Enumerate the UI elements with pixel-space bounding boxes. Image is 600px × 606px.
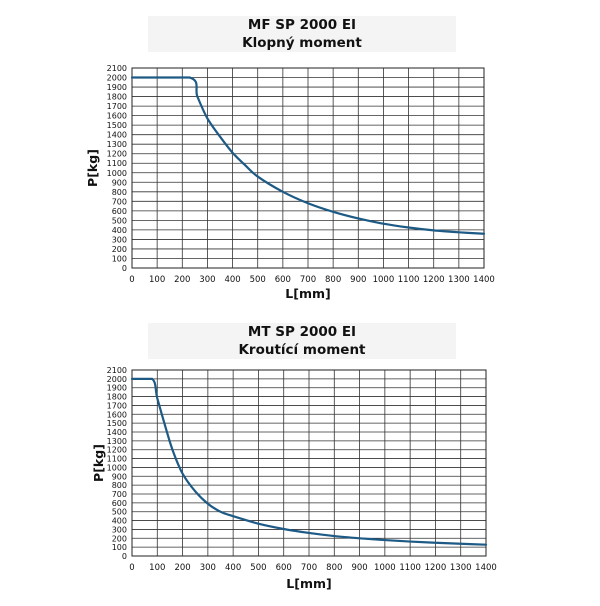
y-tick-label: 300 — [112, 525, 127, 534]
y-tick-label: 600 — [112, 207, 127, 216]
y-tick-label: 1200 — [107, 150, 127, 159]
y-tick-label: 1800 — [107, 393, 127, 402]
y-tick-label: 0 — [122, 552, 127, 561]
y-tick-label: 400 — [112, 226, 127, 235]
series-line — [130, 76, 486, 235]
y-tick-label: 100 — [112, 543, 127, 552]
x-tick-label: 700 — [301, 563, 317, 573]
x-tick-label: 1000 — [373, 275, 395, 285]
chart-2-title: MT SP 2000 EI — [247, 324, 357, 340]
x-tick-label: 1100 — [399, 563, 421, 573]
y-tick-label: 1000 — [107, 169, 127, 178]
y-tick-label: 1700 — [107, 102, 127, 111]
x-tick-label: 1400 — [473, 275, 495, 285]
y-tick-label: 300 — [112, 235, 127, 244]
y-tick-label: 1600 — [107, 112, 127, 121]
y-tick-label: 900 — [112, 472, 127, 481]
y-axis-label: P[kg] — [85, 149, 100, 187]
y-tick-label: 2100 — [107, 366, 127, 375]
y-tick-label: 700 — [112, 490, 127, 499]
x-tick-label: 800 — [326, 563, 342, 573]
x-tick-label: 1300 — [450, 563, 472, 573]
x-tick-label: 500 — [250, 275, 266, 285]
x-tick-label: 600 — [276, 563, 292, 573]
y-tick-label: 1300 — [107, 437, 127, 446]
y-tick-label: 2100 — [107, 64, 127, 73]
x-axis-label: L[mm] — [285, 286, 330, 301]
y-tick-label: 1700 — [107, 401, 127, 410]
x-tick-label: 500 — [250, 563, 266, 573]
x-tick-label: 1400 — [475, 563, 497, 573]
x-tick-label: 400 — [224, 275, 240, 285]
x-tick-label: 200 — [174, 275, 190, 285]
chart-1-plot: 0 100 200 300 400 500 600 700 800 900 1000 1100 1200… — [85, 64, 495, 301]
y-axis-label: P[kg] — [91, 444, 106, 482]
chart-1-subtitle: Klopný moment — [242, 35, 362, 51]
x-tick-label: 0 — [129, 563, 134, 573]
x-tick-label: 1300 — [448, 275, 470, 285]
y-tick-label: 1900 — [107, 384, 127, 393]
y-tick-label: 1100 — [107, 159, 127, 168]
y-tick-label: 200 — [112, 534, 127, 543]
chart-1-title-block: MF SP 2000 EI Klopný moment — [148, 16, 456, 52]
x-tick-label: 1200 — [423, 275, 445, 285]
y-tick-label: 2000 — [107, 375, 127, 384]
y-tick-label: 0 — [122, 264, 127, 273]
plot-frame — [131, 369, 487, 557]
y-tick-label: 2000 — [107, 74, 127, 83]
y-tick-label: 100 — [112, 254, 127, 263]
y-tick-label: 1400 — [107, 131, 127, 140]
y-tick-label: 1200 — [107, 446, 127, 455]
y-tick-label: 400 — [112, 517, 127, 526]
x-tick-label: 100 — [149, 563, 165, 573]
y-tick-label: 1600 — [107, 410, 127, 419]
plot-frame — [131, 67, 485, 269]
y-tick-label: 600 — [112, 499, 127, 508]
y-tick-label: 900 — [112, 178, 127, 187]
y-tick-label: 1100 — [107, 455, 127, 464]
y-tick-label: 700 — [112, 197, 127, 206]
x-tick-label: 400 — [225, 563, 241, 573]
y-tick-label: 1000 — [107, 463, 127, 472]
x-tick-label: 1100 — [398, 275, 420, 285]
x-tick-label: 900 — [350, 275, 366, 285]
y-tick-label: 800 — [112, 481, 127, 490]
x-tick-label: 200 — [174, 563, 190, 573]
x-tick-label: 1000 — [374, 563, 396, 573]
y-tick-label: 1900 — [107, 83, 127, 92]
x-tick-label: 1200 — [425, 563, 447, 573]
series-line — [130, 377, 488, 546]
chart-2-plot: 0 100 200 300 400 500 600 700 800 900 1000 1100 1200… — [91, 366, 497, 591]
y-tick-label: 1400 — [107, 428, 127, 437]
y-tick-label: 200 — [112, 245, 127, 254]
y-tick-label: 1800 — [107, 93, 127, 102]
y-tick-label: 800 — [112, 188, 127, 197]
x-tick-label: 900 — [351, 563, 367, 573]
x-tick-label: 600 — [275, 275, 291, 285]
x-tick-label: 700 — [300, 275, 316, 285]
x-tick-label: 800 — [325, 275, 341, 285]
y-tick-label: 1500 — [107, 419, 127, 428]
x-axis-label: L[mm] — [286, 576, 331, 591]
chart-2-title-block: MT SP 2000 EI Kroutící moment — [148, 323, 456, 359]
y-tick-label: 500 — [112, 216, 127, 225]
y-tick-label: 500 — [112, 508, 127, 517]
x-tick-label: 300 — [200, 563, 216, 573]
x-tick-label: 300 — [199, 275, 215, 285]
x-tick-label: 100 — [149, 275, 165, 285]
x-tick-label: 0 — [129, 275, 134, 285]
chart-2-subtitle: Kroutící moment — [238, 342, 366, 358]
y-tick-label: 1300 — [107, 140, 127, 149]
chart-1-title: MF SP 2000 EI — [247, 17, 357, 33]
y-tick-label: 1500 — [107, 121, 127, 130]
